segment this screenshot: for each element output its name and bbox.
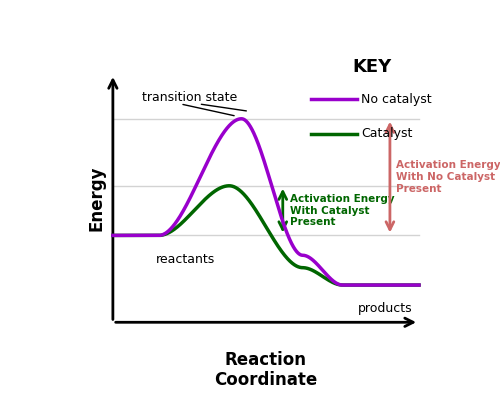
Text: Reaction
Coordinate: Reaction Coordinate [214,350,318,389]
Text: Activation Energy
With Catalyst
Present: Activation Energy With Catalyst Present [290,194,395,227]
Text: reactants: reactants [156,253,215,266]
Text: products: products [358,302,412,315]
Text: No catalyst: No catalyst [361,93,432,106]
Text: transition state: transition state [142,91,237,104]
Text: Activation Energy
With No Catalyst
Present: Activation Energy With No Catalyst Prese… [396,160,500,194]
Text: Energy: Energy [87,165,105,231]
Text: Catalyst: Catalyst [361,127,412,140]
Text: KEY: KEY [353,58,392,76]
